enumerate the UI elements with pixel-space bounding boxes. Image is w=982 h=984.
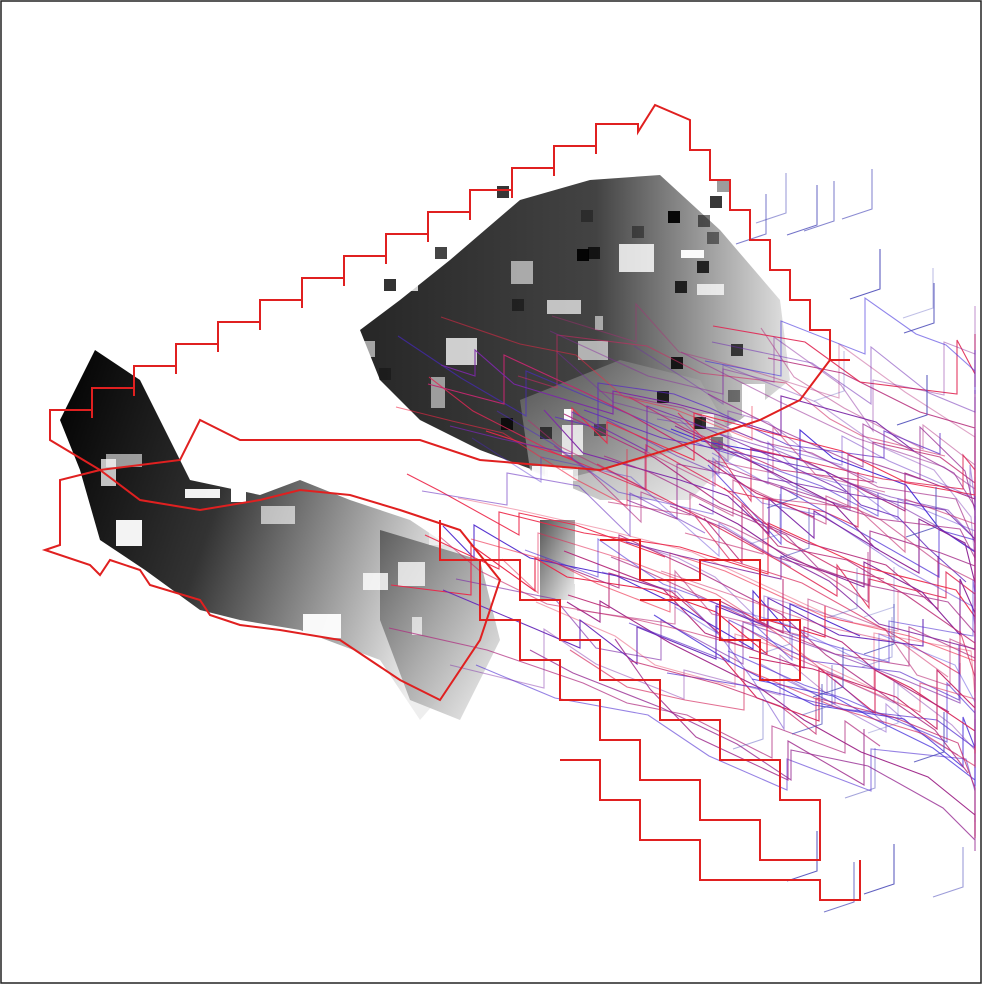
pixel bbox=[577, 249, 589, 261]
pixel bbox=[384, 279, 396, 291]
pixel bbox=[594, 424, 606, 436]
gap bbox=[253, 477, 274, 487]
pixel bbox=[435, 247, 447, 259]
gap bbox=[365, 409, 388, 431]
gap bbox=[619, 244, 654, 272]
pixel bbox=[675, 281, 687, 293]
pixel bbox=[497, 186, 509, 198]
gap bbox=[100, 587, 117, 600]
gap bbox=[211, 233, 227, 257]
gap bbox=[446, 338, 477, 365]
gap bbox=[263, 446, 282, 462]
pixel bbox=[697, 261, 709, 273]
pixel bbox=[512, 299, 524, 311]
gap bbox=[316, 423, 342, 437]
gap bbox=[412, 617, 422, 635]
gap bbox=[293, 380, 310, 411]
gap bbox=[261, 506, 295, 524]
pixel bbox=[581, 210, 593, 222]
gap bbox=[431, 377, 445, 408]
pixel bbox=[710, 196, 722, 208]
gap bbox=[363, 573, 388, 590]
pixel bbox=[731, 344, 743, 356]
gap bbox=[333, 233, 351, 263]
gap bbox=[697, 284, 724, 295]
page: (() => { const svg = document.getElement… bbox=[0, 0, 982, 984]
gap bbox=[140, 297, 172, 329]
pixel bbox=[379, 368, 391, 380]
gap bbox=[511, 261, 533, 284]
gap bbox=[547, 300, 581, 314]
visualization bbox=[0, 0, 982, 984]
pixel bbox=[728, 390, 740, 402]
gap bbox=[116, 520, 142, 546]
pixel bbox=[707, 232, 719, 244]
pixel bbox=[717, 180, 729, 192]
gap bbox=[185, 489, 220, 498]
gap bbox=[103, 203, 123, 213]
gap bbox=[595, 316, 603, 330]
gap bbox=[236, 437, 246, 464]
gap bbox=[208, 370, 225, 387]
gap bbox=[532, 466, 562, 496]
gap bbox=[231, 483, 246, 502]
pixel bbox=[588, 247, 600, 259]
gap bbox=[375, 483, 406, 501]
gap bbox=[681, 250, 704, 258]
gap bbox=[124, 257, 134, 268]
gap bbox=[398, 562, 425, 586]
pixel bbox=[668, 211, 680, 223]
pixel bbox=[698, 215, 710, 227]
gap bbox=[364, 265, 374, 298]
gap bbox=[338, 345, 366, 376]
pixel bbox=[632, 226, 644, 238]
